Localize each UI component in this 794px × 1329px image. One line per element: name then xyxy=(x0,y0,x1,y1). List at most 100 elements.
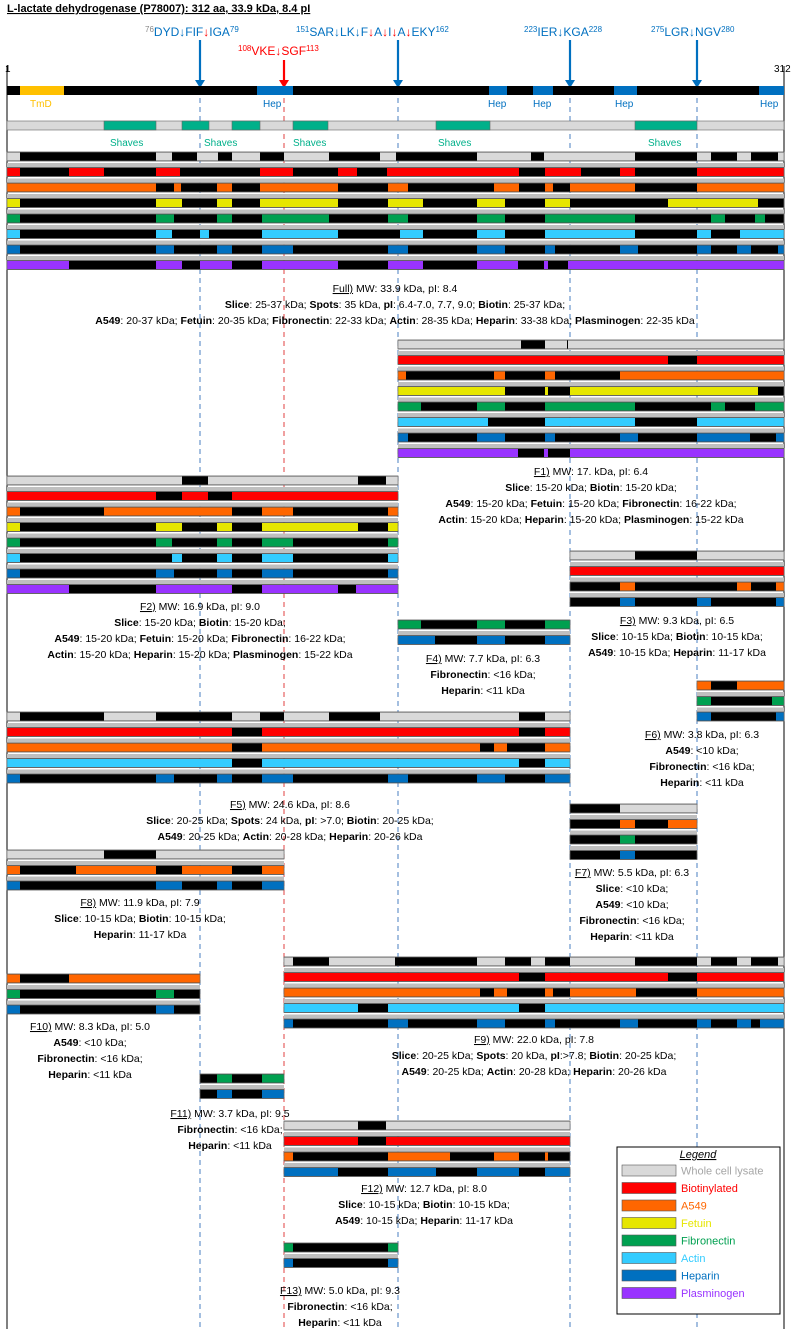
track-segment xyxy=(262,569,293,578)
track-segment xyxy=(568,340,784,349)
track-separator xyxy=(7,163,784,167)
track-segment xyxy=(570,957,635,966)
f8-track-W xyxy=(6,849,285,860)
track-segment xyxy=(284,1168,338,1176)
caption-f3: F3) MW: 9.3 kDa, pI: 6.5 Slice: 10-15 kDa… xyxy=(588,615,766,659)
figure-title: L-lactate dehydrogenase (P78007): 312 aa… xyxy=(7,3,310,15)
fragment-id: F8) xyxy=(80,897,96,909)
shaves-bar xyxy=(6,120,785,131)
track-border xyxy=(397,432,785,443)
fragment-detail: Slice: 15-20 kDa; Biotin: 15-20 kDa; xyxy=(505,482,677,494)
track-segment xyxy=(544,261,548,269)
track-segment xyxy=(262,261,338,269)
track-segment xyxy=(620,820,635,828)
track-border xyxy=(6,553,399,563)
legend-swatch-plasminogen xyxy=(621,1287,677,1299)
track-segment xyxy=(262,759,519,767)
track-segment xyxy=(7,712,20,721)
track-segment xyxy=(545,340,567,349)
track-segment xyxy=(284,1137,358,1145)
track-border xyxy=(397,370,785,381)
track-segment xyxy=(477,199,505,207)
track-segment xyxy=(7,538,20,547)
track-segment xyxy=(284,1121,358,1130)
track-separator xyxy=(570,830,697,835)
track-base xyxy=(569,597,785,607)
site-sequence: ↓ xyxy=(391,25,397,39)
track-border xyxy=(569,850,698,860)
track-segment xyxy=(388,554,398,562)
track-separator xyxy=(7,487,398,491)
fragment-detail: Heparin: <11 kDa xyxy=(188,1140,272,1152)
track-separator xyxy=(398,631,570,635)
track-segment xyxy=(338,168,357,176)
f1-track-R xyxy=(397,355,785,365)
track-segment xyxy=(755,214,765,223)
tmd-label: TmD xyxy=(30,99,52,110)
site-sequence: A xyxy=(374,25,382,39)
track-segment xyxy=(7,168,20,176)
track-border xyxy=(397,635,571,645)
track-segment xyxy=(545,743,570,752)
track-border xyxy=(397,355,785,365)
track-separator xyxy=(570,562,784,566)
fragment-detail: A549: <10 kDa; xyxy=(53,1037,126,1049)
f10-track-O xyxy=(6,973,201,984)
track-separator xyxy=(697,692,784,696)
track-separator xyxy=(7,985,200,989)
site-sequence: IER xyxy=(537,25,557,39)
track-segment xyxy=(760,1019,784,1028)
f1-track-O xyxy=(397,370,785,381)
fragment-heading: F4) MW: 7.7 kDa, pI: 6.3 xyxy=(426,653,540,665)
track-segment xyxy=(398,356,668,364)
track-segment xyxy=(776,582,784,591)
fragment-detail: A549: <10 kDa; xyxy=(595,899,668,911)
fragment-id: F9) xyxy=(474,1034,490,1046)
track-border xyxy=(569,819,698,829)
track-border xyxy=(6,244,785,255)
track-segment xyxy=(737,152,751,161)
track-segment xyxy=(545,418,635,426)
track-segment xyxy=(620,851,635,859)
track-segment xyxy=(7,492,156,500)
track-segment xyxy=(217,569,232,578)
track-segment xyxy=(262,1074,284,1083)
fragment-id: F10) xyxy=(30,1021,52,1033)
track-segment xyxy=(545,230,635,238)
caption-f13: F13) MW: 5.0 kDa, pI: 9.3 Fibronectin: <1… xyxy=(280,1285,400,1329)
track-segment xyxy=(262,230,338,238)
f7-track-H xyxy=(569,850,698,860)
track-segment xyxy=(570,988,636,997)
track-segment xyxy=(545,973,668,981)
heparin-binding-domain xyxy=(614,86,637,95)
track-segment xyxy=(494,183,519,192)
track-segment xyxy=(7,199,20,207)
track-segment xyxy=(697,551,784,560)
track-segment xyxy=(217,523,232,531)
track-separator xyxy=(7,723,570,727)
track-segment xyxy=(217,881,232,890)
fragment-heading: F5) MW: 24.6 kDa, pI: 8.6 xyxy=(230,799,350,811)
legend-label-fetuin: Fetuin xyxy=(681,1218,712,1230)
site-sequence: ↓ xyxy=(203,25,209,39)
track-border xyxy=(6,773,571,784)
track-border xyxy=(6,151,785,162)
f9-track-H xyxy=(283,1018,785,1029)
site-sequence: IGA xyxy=(209,25,230,39)
track-segment xyxy=(697,433,750,442)
track-segment xyxy=(388,988,480,997)
track-segment xyxy=(697,598,711,606)
fragment-detail: A549: 20-25 kDa; Actin: 20-28 kDa; Hepar… xyxy=(402,1066,667,1078)
track-separator xyxy=(284,1147,570,1152)
track-segment xyxy=(156,850,284,859)
heparin-binding-domain xyxy=(759,86,784,95)
f6-track-O xyxy=(696,680,785,691)
site-sequence: LGR xyxy=(664,25,689,39)
f12-track-H xyxy=(283,1167,571,1177)
fragment-detail: A549: 10-15 kDa; Heparin: 11-17 kDa xyxy=(335,1215,513,1227)
site-sequence: VKE xyxy=(251,44,275,58)
f9-track-R xyxy=(283,972,785,982)
track-separator xyxy=(398,413,784,417)
f4-track-H xyxy=(397,635,571,645)
track-segment xyxy=(697,418,784,426)
